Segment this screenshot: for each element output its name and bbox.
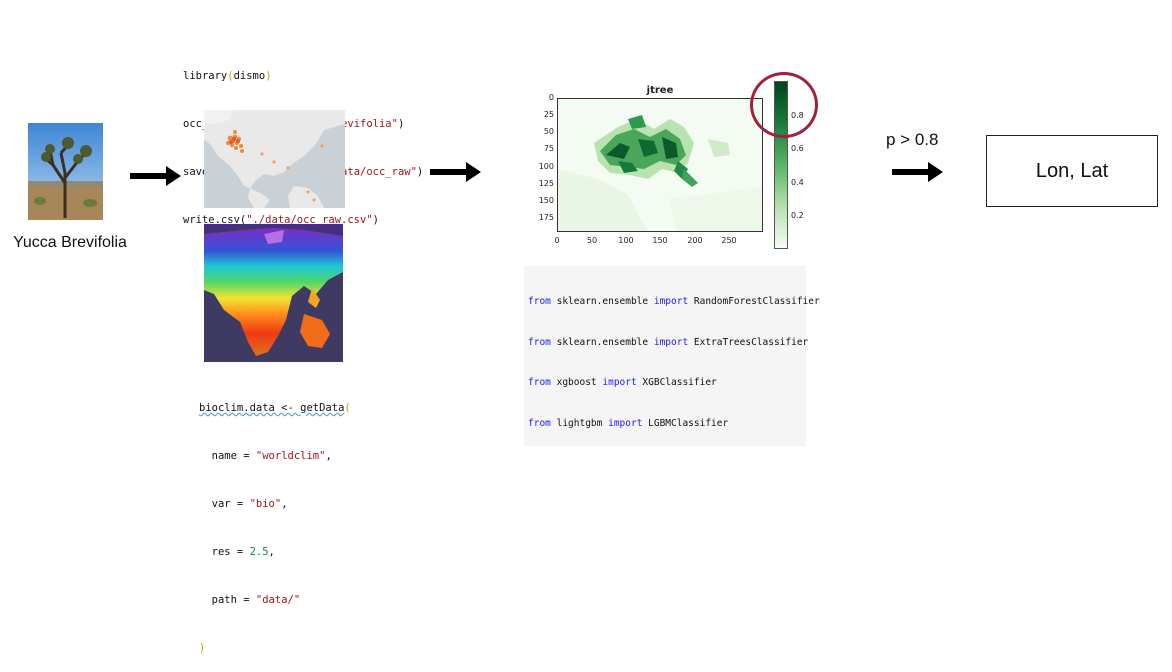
heatmap-title: jtree bbox=[646, 85, 674, 96]
r-code-line: bioclim.data <- getData( bbox=[199, 402, 351, 414]
python-import-line: from sklearn.ensemble import RandomFores… bbox=[528, 296, 820, 307]
arrow-2 bbox=[430, 162, 481, 182]
colorbar-tick: 0.2 bbox=[791, 211, 804, 220]
heatmap-y-tick: 0 bbox=[548, 93, 554, 102]
species-label: Yucca Brevifolia bbox=[13, 234, 127, 251]
heatmap-x-tick: 50 bbox=[586, 236, 598, 245]
threshold-label: p > 0.8 bbox=[886, 130, 939, 149]
heatmap-x-tick: 100 bbox=[618, 236, 634, 245]
r-code-line: library(dismo) bbox=[183, 70, 272, 82]
output-label: Lon, Lat bbox=[1035, 159, 1109, 182]
occurrence-map bbox=[204, 110, 345, 208]
r-code-line: write.csv("./data/occ_raw.csv") bbox=[183, 214, 379, 226]
python-import-line: from lightgbm import LGBMClassifier bbox=[528, 417, 729, 429]
arrow-3 bbox=[892, 162, 943, 182]
python-imports: from sklearn.ensemble import RandomFores… bbox=[524, 266, 820, 446]
heatmap-x-tick: 200 bbox=[687, 236, 703, 245]
r-code-line: name = "worldclim", bbox=[199, 450, 332, 462]
heatmap-x-tick: 150 bbox=[652, 236, 668, 245]
worldclim-map bbox=[204, 224, 343, 362]
heatmap-x-tick: 0 bbox=[554, 236, 560, 245]
r-code-worldclim: bioclim.data <- getData( name = "worldcl… bbox=[199, 368, 351, 672]
heatmap-y-tick: 100 bbox=[538, 162, 554, 171]
heatmap-y-tick: 25 bbox=[543, 110, 554, 119]
yucca-photo bbox=[28, 123, 103, 220]
heatmap-x-tick: 250 bbox=[721, 236, 737, 245]
heatmap-y-tick: 175 bbox=[538, 213, 554, 222]
colorbar-tick: 0.4 bbox=[791, 178, 804, 187]
output-box: Lon, Lat bbox=[986, 135, 1158, 207]
highlight-circle bbox=[750, 72, 818, 138]
heatmap-y-tick: 150 bbox=[538, 196, 554, 205]
heatmap-plot bbox=[557, 98, 763, 232]
colorbar-tick: 0.6 bbox=[791, 144, 804, 153]
r-code-line: ) bbox=[199, 642, 206, 654]
r-code-line: path = "data/" bbox=[199, 594, 301, 606]
heatmap-y-tick: 75 bbox=[543, 144, 554, 153]
r-code-line: res = 2.5, bbox=[199, 546, 275, 558]
python-import-line: from xgboost import XGBClassifier bbox=[528, 377, 717, 388]
python-import-line: from sklearn.ensemble import ExtraTreesC… bbox=[528, 336, 809, 348]
heatmap-y-tick: 125 bbox=[538, 179, 554, 188]
arrow-1 bbox=[130, 166, 181, 186]
heatmap-y-tick: 50 bbox=[543, 127, 554, 136]
r-code-line: var = "bio", bbox=[199, 498, 288, 510]
